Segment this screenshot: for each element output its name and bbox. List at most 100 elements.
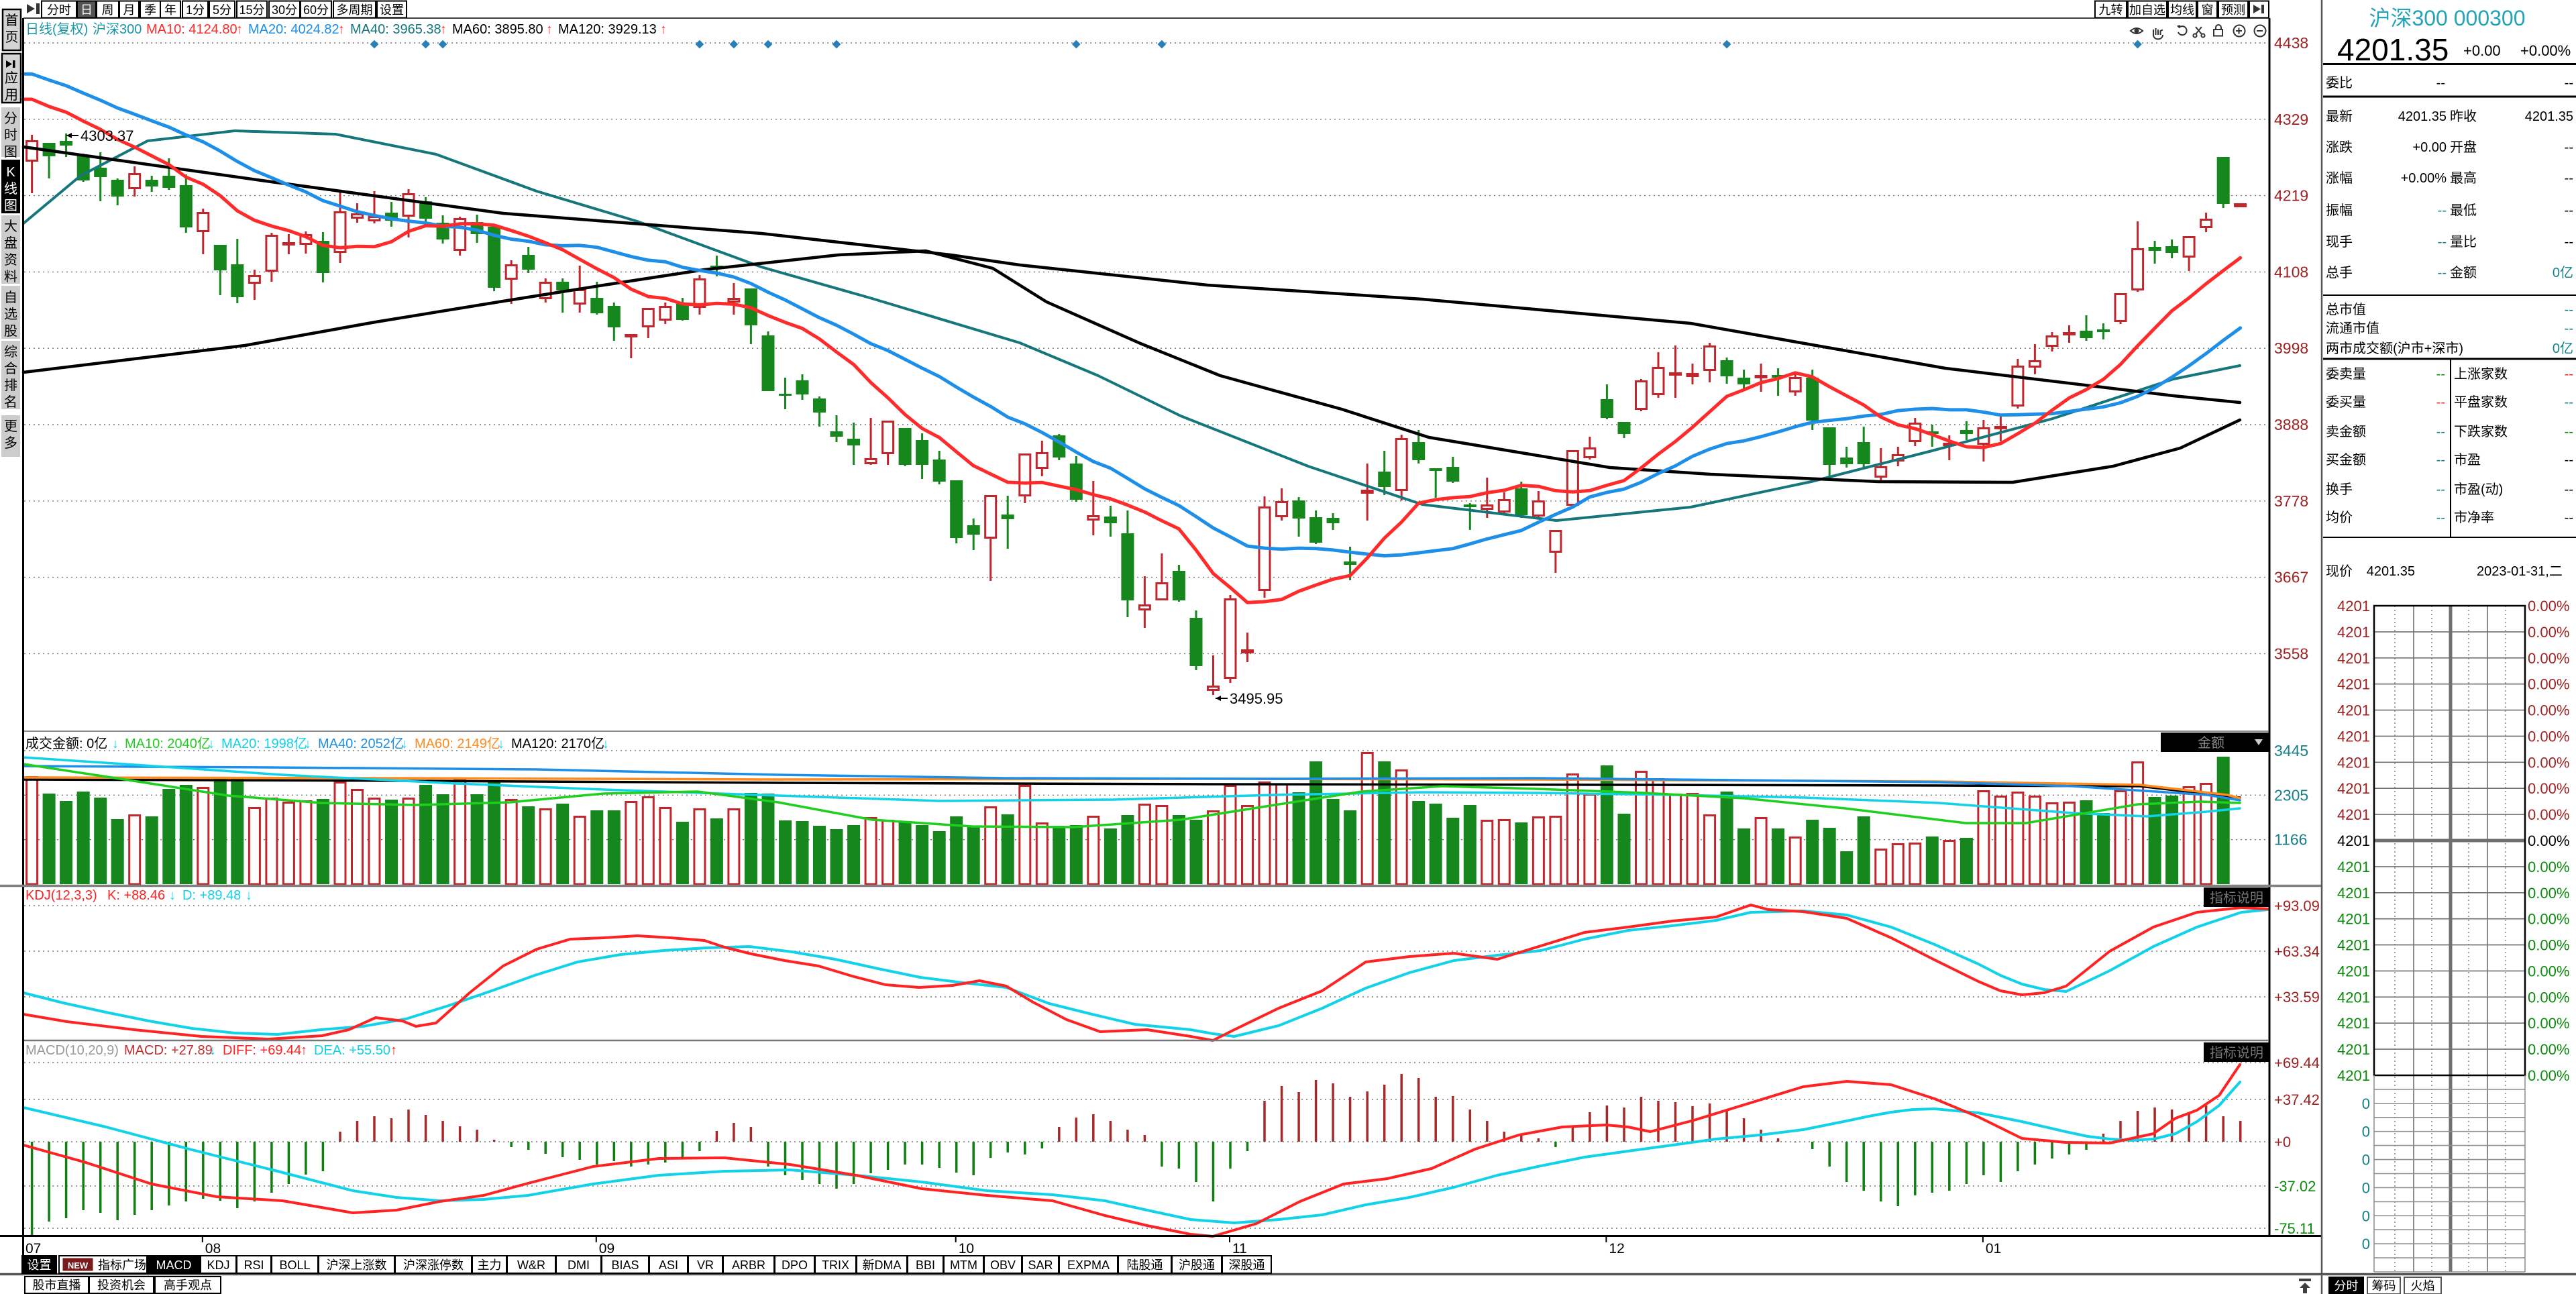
svg-text:1分: 1分 xyxy=(186,3,205,17)
svg-text:4201: 4201 xyxy=(2337,624,2370,641)
svg-text:--: -- xyxy=(2436,395,2445,410)
svg-text:分时: 分时 xyxy=(47,3,71,17)
svg-text:--: -- xyxy=(2565,76,2573,91)
svg-text:成交金额: 0亿: 成交金额: 0亿 xyxy=(25,736,107,751)
svg-text:MACD: MACD xyxy=(156,1258,192,1272)
svg-text:4201: 4201 xyxy=(2337,937,2370,954)
svg-text:--: -- xyxy=(2565,395,2573,410)
svg-text:BIAS: BIAS xyxy=(611,1258,639,1272)
svg-text:--: -- xyxy=(2565,321,2573,336)
svg-text:最新: 最新 xyxy=(2326,109,2353,124)
svg-text:4219: 4219 xyxy=(2274,187,2308,205)
svg-text:沪深300: 沪深300 xyxy=(93,21,142,37)
svg-text:排: 排 xyxy=(4,378,17,393)
svg-text:↓: ↓ xyxy=(169,888,176,903)
svg-text:股: 股 xyxy=(4,324,17,339)
svg-text:MA60: 2149亿: MA60: 2149亿 xyxy=(415,736,500,751)
svg-text:EXPMA: EXPMA xyxy=(1067,1258,1110,1272)
svg-text:料: 料 xyxy=(4,269,17,284)
svg-text:K: +88.46: K: +88.46 xyxy=(107,888,165,903)
svg-text:4201: 4201 xyxy=(2337,911,2370,928)
svg-text:0: 0 xyxy=(2362,1124,2370,1140)
svg-text:NEW: NEW xyxy=(68,1260,89,1271)
svg-text:↓: ↓ xyxy=(112,737,119,751)
svg-text:↓: ↓ xyxy=(209,1043,216,1058)
svg-text:30分: 30分 xyxy=(272,3,297,17)
svg-text:4201: 4201 xyxy=(2337,989,2370,1006)
svg-text:0: 0 xyxy=(2362,1236,2370,1252)
svg-text:↑: ↑ xyxy=(301,1043,307,1058)
svg-text:买金额: 买金额 xyxy=(2326,452,2366,468)
svg-text:4303.37: 4303.37 xyxy=(80,127,134,144)
svg-text:DEA: +55.50: DEA: +55.50 xyxy=(314,1043,390,1058)
svg-text:股市直播: 股市直播 xyxy=(33,1279,81,1292)
svg-text:0.00%: 0.00% xyxy=(2528,859,2569,875)
svg-text:0.00%: 0.00% xyxy=(2528,806,2569,823)
svg-text:0.00%: 0.00% xyxy=(2528,1041,2569,1058)
svg-text:09: 09 xyxy=(599,1241,614,1256)
svg-text:--: -- xyxy=(2565,510,2573,525)
svg-text:--: -- xyxy=(2565,203,2573,218)
svg-text:新DMA: 新DMA xyxy=(863,1258,902,1272)
svg-text:K: K xyxy=(6,165,15,180)
svg-text:4201: 4201 xyxy=(2337,754,2370,771)
svg-text:+0.00%: +0.00% xyxy=(2520,42,2571,59)
svg-text:DIFF: +69.44: DIFF: +69.44 xyxy=(223,1043,301,1058)
svg-text:陆股通: 陆股通 xyxy=(1127,1258,1163,1272)
svg-text:4201: 4201 xyxy=(2337,598,2370,614)
svg-text:MA10: 2040亿: MA10: 2040亿 xyxy=(125,736,211,751)
svg-text:量比: 量比 xyxy=(2450,234,2477,250)
svg-text:↑: ↑ xyxy=(236,22,243,37)
svg-text:0.00%: 0.00% xyxy=(2528,728,2569,745)
svg-text:设置: 设置 xyxy=(28,1258,52,1272)
svg-text:MA120: 2170亿: MA120: 2170亿 xyxy=(511,736,604,751)
svg-text:--: -- xyxy=(2565,425,2573,439)
svg-text:3998: 3998 xyxy=(2274,339,2308,357)
svg-text:+0.00: +0.00 xyxy=(2463,42,2501,59)
svg-text:-37.02: -37.02 xyxy=(2274,1178,2316,1195)
svg-text:指标说明: 指标说明 xyxy=(2210,1045,2263,1061)
svg-text:--: -- xyxy=(2565,140,2573,155)
svg-text:+0: +0 xyxy=(2274,1134,2291,1150)
svg-text:--: -- xyxy=(2436,425,2445,439)
svg-text:0.00%: 0.00% xyxy=(2528,780,2569,797)
svg-text:0.00%: 0.00% xyxy=(2528,937,2569,954)
svg-text:图: 图 xyxy=(4,199,17,213)
svg-text:5分: 5分 xyxy=(213,3,231,17)
svg-text:SAR: SAR xyxy=(1028,1258,1053,1272)
svg-text:MA20: 1998亿: MA20: 1998亿 xyxy=(221,736,307,751)
svg-text:振幅: 振幅 xyxy=(2326,203,2353,218)
svg-text:3495.95: 3495.95 xyxy=(1230,690,1283,707)
svg-text:4108: 4108 xyxy=(2274,263,2308,280)
svg-text:W&R: W&R xyxy=(517,1258,545,1272)
svg-text:沪股通: 沪股通 xyxy=(1179,1258,1215,1272)
svg-text:现手: 现手 xyxy=(2326,234,2353,250)
svg-text:季: 季 xyxy=(144,3,156,17)
svg-text:市净率: 市净率 xyxy=(2454,510,2494,525)
svg-text:MA60: 3895.80: MA60: 3895.80 xyxy=(452,22,543,37)
svg-text:3558: 3558 xyxy=(2274,645,2308,662)
svg-text:4201: 4201 xyxy=(2337,859,2370,875)
svg-text:OBV: OBV xyxy=(990,1258,1016,1272)
svg-text:换手: 换手 xyxy=(2326,482,2353,497)
svg-text:更: 更 xyxy=(4,419,17,434)
svg-text:市盈: 市盈 xyxy=(2454,452,2481,468)
svg-text:0: 0 xyxy=(2362,1152,2370,1169)
svg-text:九转: 九转 xyxy=(2099,3,2123,17)
svg-text:MACD(10,20,9): MACD(10,20,9) xyxy=(25,1043,119,1058)
svg-text:4201.35: 4201.35 xyxy=(2337,32,2449,67)
svg-text:01: 01 xyxy=(1986,1241,2001,1256)
svg-text:↑: ↑ xyxy=(338,22,345,37)
svg-text:3445: 3445 xyxy=(2274,742,2308,759)
svg-text:主力: 主力 xyxy=(478,1258,502,1272)
svg-text:D: +89.48: D: +89.48 xyxy=(182,888,241,903)
svg-text:--: -- xyxy=(2436,482,2445,497)
svg-text:流通市值: 流通市值 xyxy=(2326,321,2379,336)
svg-text:12: 12 xyxy=(1609,1241,1624,1256)
svg-text:用: 用 xyxy=(5,88,18,103)
svg-text:综: 综 xyxy=(4,344,17,360)
svg-text:0.00%: 0.00% xyxy=(2528,754,2569,771)
svg-text:15分: 15分 xyxy=(239,3,264,17)
svg-text:↑: ↑ xyxy=(660,22,667,37)
svg-text:--: -- xyxy=(2565,303,2573,317)
